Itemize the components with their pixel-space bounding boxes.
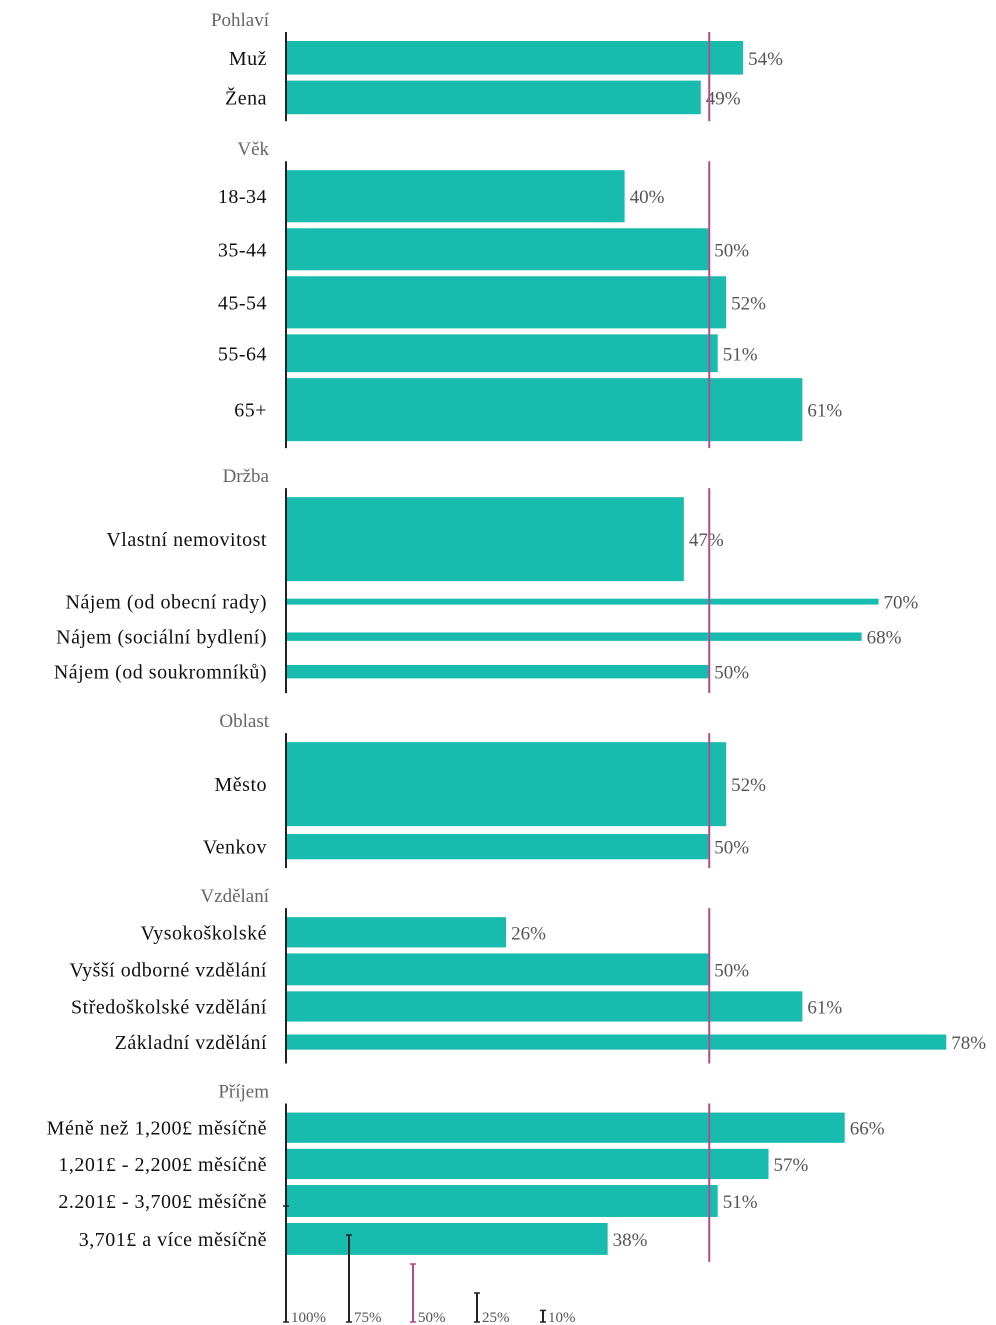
category-label: Vysokoškolské	[140, 922, 267, 944]
category-label: 65+	[234, 400, 267, 422]
value-label: 47%	[689, 530, 724, 551]
bar	[286, 334, 718, 373]
legend-label: 50%	[418, 1310, 446, 1325]
value-label: 52%	[731, 293, 766, 314]
category-label: 18-34	[218, 186, 267, 208]
category-label: Muž	[229, 48, 267, 70]
group-title: Příjem	[218, 1082, 269, 1103]
category-label: 2.201£ - 3,700£ měsíčně	[58, 1191, 267, 1213]
value-label: 51%	[723, 344, 758, 365]
bar	[286, 41, 744, 75]
legend-label: 10%	[548, 1310, 576, 1325]
bar	[286, 632, 862, 641]
value-label: 57%	[774, 1155, 809, 1176]
group-title: Pohlaví	[211, 10, 270, 31]
value-label: 54%	[748, 49, 783, 70]
bar	[286, 497, 684, 582]
value-label: 61%	[807, 401, 842, 422]
category-label: Nájem (od soukromníků)	[54, 662, 267, 684]
legend-label: 100%	[291, 1310, 326, 1325]
group-title: Věk	[237, 139, 269, 160]
group-title: Držba	[223, 466, 270, 487]
bar	[286, 953, 710, 986]
value-label: 50%	[714, 663, 749, 684]
value-label: 52%	[731, 775, 766, 796]
category-label: Základní vzdělání	[115, 1032, 267, 1054]
bar	[286, 664, 710, 679]
bar	[286, 598, 879, 605]
category-label: 1,201£ - 2,200£ měsíčně	[58, 1154, 267, 1176]
value-label: 50%	[714, 240, 749, 261]
value-label: 38%	[613, 1230, 648, 1251]
category-label: Nájem (od obecní rady)	[66, 592, 267, 614]
value-label: 49%	[706, 88, 741, 109]
category-label: Město	[215, 774, 268, 796]
value-label: 50%	[714, 960, 749, 981]
value-label: 26%	[511, 923, 546, 944]
bar	[286, 1222, 608, 1255]
value-label: 51%	[723, 1192, 758, 1213]
category-label: Žena	[225, 86, 267, 109]
value-label: 40%	[630, 187, 665, 208]
bar	[286, 80, 701, 115]
bar	[286, 1112, 845, 1143]
legend-label: 25%	[482, 1310, 510, 1325]
bar	[286, 276, 727, 329]
category-label: Vlastní nemovitost	[106, 529, 267, 551]
bar	[286, 742, 727, 827]
group-title: Vzdělaní	[200, 886, 269, 907]
value-label: 70%	[884, 593, 919, 614]
category-label: Méně než 1,200£ měsíčně	[47, 1118, 267, 1140]
category-label: Vyšší odborné vzdělání	[69, 959, 267, 981]
category-label: 55-64	[218, 343, 267, 365]
category-label: Nájem (sociální bydlení)	[56, 627, 267, 649]
value-label: 78%	[951, 1033, 986, 1054]
category-label: Středoškolské vzdělání	[71, 996, 267, 1018]
category-label: 3,701£ a více měsíčně	[79, 1229, 267, 1251]
bar	[286, 991, 803, 1022]
category-label: 35-44	[218, 239, 267, 261]
bar	[286, 378, 803, 442]
bar	[286, 917, 507, 948]
value-label: 50%	[714, 838, 749, 859]
bar	[286, 1148, 769, 1180]
value-label: 61%	[807, 997, 842, 1018]
value-label: 66%	[850, 1119, 885, 1140]
category-label: 45-54	[218, 292, 267, 314]
bar	[286, 834, 710, 860]
bar	[286, 170, 625, 223]
bar	[286, 1034, 947, 1050]
value-label: 68%	[867, 628, 902, 649]
bar	[286, 228, 710, 271]
group-title: Oblast	[219, 711, 269, 732]
bar	[286, 1185, 718, 1217]
legend-label: 75%	[354, 1310, 382, 1325]
category-label: Venkov	[203, 837, 267, 859]
